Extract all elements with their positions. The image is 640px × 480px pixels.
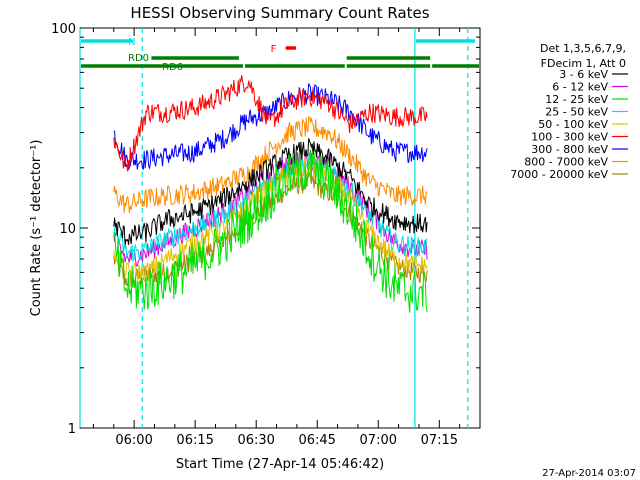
series-line-6 <box>113 83 428 170</box>
plot-frame <box>79 27 481 429</box>
legend-label-0: 3 - 6 keV <box>559 68 608 81</box>
x-tick-label-3: 06:45 <box>298 433 335 448</box>
legend-header-0: Det 1,3,5,6,7,9, <box>540 42 626 55</box>
legend-label-8: 7000 - 20000 keV <box>510 168 608 181</box>
x-tick-label-5: 07:15 <box>421 433 458 448</box>
y-tick-label-0: 1 <box>68 422 76 437</box>
chart-title: HESSI Observing Summary Count Rates <box>130 4 429 22</box>
plot-border <box>79 27 481 429</box>
legend-label-1: 6 - 12 keV <box>552 81 608 94</box>
legend: Det 1,3,5,6,7,9, FDecim 1, Att 03 - 6 keV… <box>510 42 628 181</box>
y-tick-label-1: 10 <box>59 222 76 237</box>
x-tick-label-4: 07:00 <box>360 433 397 448</box>
y-axis-label: Count Rate (s⁻¹ detector⁻¹) <box>29 140 44 317</box>
axes: 1 10 100 06:00 06:15 06:30 06:45 07:00 07:15 <box>51 22 481 448</box>
y-tick-label-2: 100 <box>51 22 76 37</box>
status-label-n: N <box>128 37 135 48</box>
legend-label-7: 800 - 7000 keV <box>524 156 608 169</box>
legend-label-3: 25 - 50 keV <box>545 106 608 119</box>
series-line-5 <box>113 75 428 172</box>
series-line-4 <box>113 157 428 283</box>
series-line-7 <box>113 115 428 213</box>
legend-label-4: 50 - 100 keV <box>538 118 608 131</box>
series-line-2 <box>113 149 428 313</box>
series-lines <box>113 75 428 313</box>
x-axis-label: Start Time (27-Apr-14 05:46:42) <box>176 457 384 472</box>
legend-label-6: 300 - 800 keV <box>531 143 608 156</box>
x-tick-label-2: 06:30 <box>237 433 274 448</box>
footer-timestamp: 27-Apr-2014 03:07 <box>542 468 636 479</box>
x-tick-label-1: 06:15 <box>176 433 213 448</box>
status-label-rd6: RD6 <box>162 62 183 73</box>
legend-label-2: 12 - 25 keV <box>545 93 608 106</box>
status-bars: N RD0 RD6 F <box>81 37 479 73</box>
status-label-f: F <box>271 44 277 55</box>
series-line-0 <box>113 138 428 246</box>
legend-header-1: FDecim 1, Att 0 <box>541 57 626 70</box>
status-label-rd0: RD0 <box>128 53 149 64</box>
legend-label-5: 100 - 300 keV <box>531 131 608 144</box>
x-tick-label-0: 06:00 <box>115 433 152 448</box>
